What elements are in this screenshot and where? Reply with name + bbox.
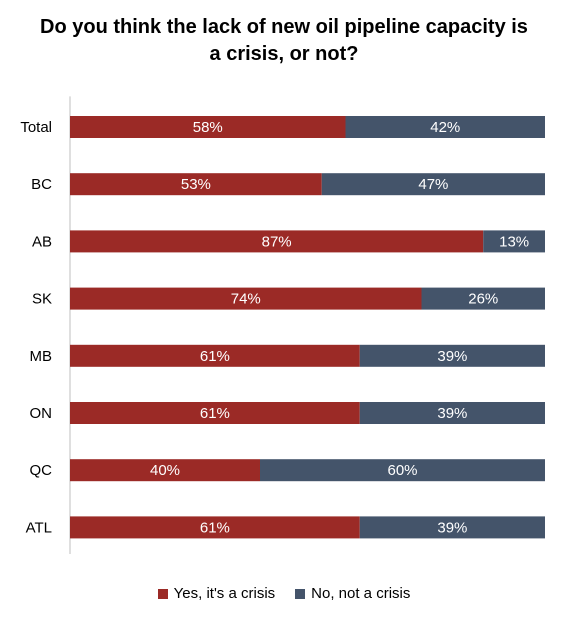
legend-item-no: No, not a crisis	[295, 585, 410, 602]
bar-qc-series-1	[260, 459, 545, 482]
data-label-total-series-1: 42%	[430, 119, 460, 136]
category-label-on: ON	[30, 405, 53, 422]
category-label-atl: ATL	[26, 519, 52, 536]
bar-mb-series-1	[359, 344, 545, 367]
data-label-mb-series-1: 39%	[437, 348, 467, 365]
data-label-ab-series-0: 87%	[262, 233, 292, 250]
bar-atl-series-1	[359, 516, 545, 539]
data-label-bc-series-0: 53%	[181, 176, 211, 193]
data-label-qc-series-0: 40%	[150, 462, 180, 479]
category-label-sk: SK	[32, 291, 52, 308]
data-label-ab-series-1: 13%	[499, 233, 529, 250]
bar-bc-series-1	[321, 173, 545, 196]
legend-swatch-yes	[157, 588, 168, 599]
bar-total-series-0	[70, 116, 346, 138]
data-label-qc-series-1: 60%	[387, 462, 417, 479]
data-label-on-series-1: 39%	[437, 405, 467, 422]
data-label-mb-series-0: 61%	[200, 348, 230, 365]
chart-title: Do you think the lack of new oil pipelin…	[40, 16, 528, 65]
bar-ab-series-1	[483, 230, 545, 253]
data-label-atl-series-0: 61%	[200, 519, 230, 536]
category-label-qc: QC	[30, 462, 53, 479]
category-label-bc: BC	[31, 176, 52, 193]
legend-label-yes: Yes, it's a crisis	[173, 585, 276, 602]
data-label-on-series-0: 61%	[200, 405, 230, 422]
category-label-ab: AB	[32, 233, 52, 250]
legend-swatch-no	[295, 588, 306, 599]
data-label-sk-series-1: 26%	[468, 291, 498, 308]
bar-sk-series-0	[70, 287, 422, 310]
data-label-total-series-0: 58%	[193, 119, 223, 136]
data-label-sk-series-0: 74%	[231, 291, 261, 308]
legend-item-yes: Yes, it's a crisis	[157, 585, 276, 602]
category-label-mb: MB	[30, 348, 53, 365]
bar-mb-series-0	[70, 344, 360, 367]
bar-total-series-1	[345, 116, 545, 138]
data-label-atl-series-1: 39%	[437, 519, 467, 536]
bar-ab-series-0	[70, 230, 484, 253]
legend: Yes, it's a crisis No, not a crisis	[0, 585, 568, 602]
bar-qc-series-0	[70, 459, 260, 482]
bar-on-series-0	[70, 402, 360, 424]
bar-atl-series-0	[70, 516, 360, 539]
data-label-bc-series-1: 47%	[418, 176, 448, 193]
bar-bc-series-0	[70, 173, 322, 196]
legend-label-no: No, not a crisis	[311, 585, 411, 602]
bar-on-series-1	[359, 402, 545, 424]
category-label-total: Total	[20, 119, 52, 136]
bar-sk-series-1	[421, 287, 545, 310]
